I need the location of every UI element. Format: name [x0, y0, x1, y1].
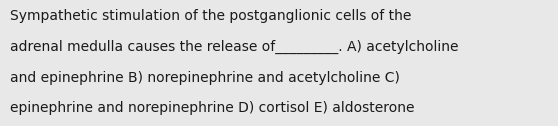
Text: adrenal medulla causes the release of_________. A) acetylcholine: adrenal medulla causes the release of___… [10, 40, 459, 54]
Text: Sympathetic stimulation of the postganglionic cells of the: Sympathetic stimulation of the postgangl… [10, 9, 411, 23]
Text: and epinephrine B) norepinephrine and acetylcholine C): and epinephrine B) norepinephrine and ac… [10, 71, 400, 85]
Text: epinephrine and norepinephrine D) cortisol E) aldosterone: epinephrine and norepinephrine D) cortis… [10, 101, 415, 115]
